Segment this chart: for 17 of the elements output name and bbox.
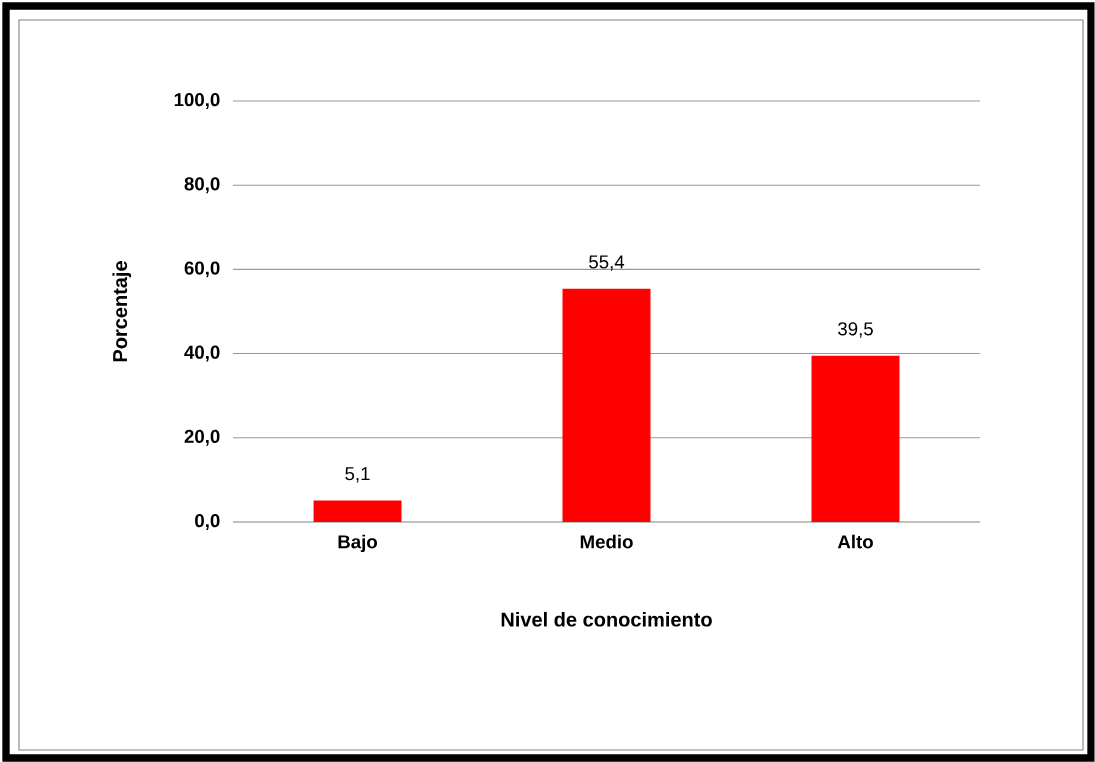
y-tick-label: 100,0: [174, 93, 220, 109]
x-tick-label: Bajo: [338, 534, 378, 553]
y-tick-label: 0,0: [195, 514, 220, 530]
data-label: 5,1: [345, 467, 370, 483]
data-label: 55,4: [589, 255, 625, 271]
y-axis-title: Porcentaje: [112, 261, 132, 362]
x-axis-title: Nivel de conocimiento: [501, 611, 712, 627]
x-tick-label: Alto: [837, 534, 873, 549]
x-tick-label: Medio: [580, 534, 633, 549]
bar: [313, 500, 402, 522]
y-tick-label: 20,0: [184, 429, 220, 446]
bar: [562, 288, 651, 522]
data-label: 39,5: [838, 322, 873, 338]
bar: [811, 355, 900, 522]
y-tick-label: 40,0: [184, 345, 220, 362]
y-tick-label: 80,0: [184, 177, 220, 194]
y-tick-label: 60,0: [184, 261, 220, 278]
